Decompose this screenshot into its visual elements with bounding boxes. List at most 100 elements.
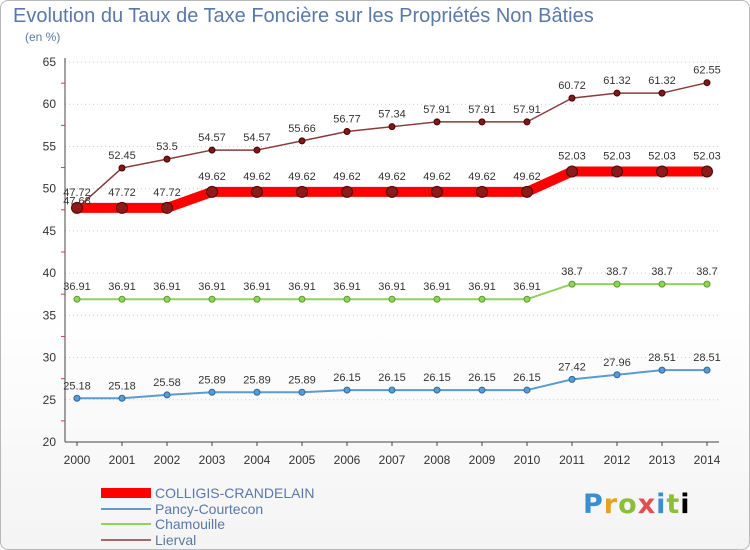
data-label: 28.51 xyxy=(693,352,721,364)
data-point xyxy=(343,386,351,394)
data-label: 26.15 xyxy=(333,372,361,384)
data-label: 25.18 xyxy=(108,380,136,392)
data-label: 36.91 xyxy=(63,281,91,293)
data-label: 47.72 xyxy=(153,187,181,199)
data-label: 53.5 xyxy=(156,141,177,153)
data-label: 52.03 xyxy=(603,151,631,163)
data-label: 61.32 xyxy=(603,75,631,87)
data-point xyxy=(118,295,126,303)
y-tick-label: 30 xyxy=(43,351,57,365)
legend-label: COLLIGIS-CRANDELAIN xyxy=(155,485,314,501)
data-label: 49.62 xyxy=(423,171,451,183)
data-point xyxy=(343,127,351,135)
data-point xyxy=(476,185,488,198)
data-label: 25.89 xyxy=(198,374,226,386)
data-point xyxy=(388,123,396,131)
data-label: 57.91 xyxy=(513,104,541,116)
x-tick-label: 2013 xyxy=(649,453,676,467)
data-point xyxy=(71,201,83,214)
data-point xyxy=(523,386,531,394)
x-tick-label: 2008 xyxy=(424,453,451,467)
data-label: 36.91 xyxy=(153,281,181,293)
data-point xyxy=(523,118,531,126)
data-point xyxy=(433,295,441,303)
data-label: 36.91 xyxy=(108,281,136,293)
data-point xyxy=(433,118,441,126)
data-label: 62.55 xyxy=(693,65,721,77)
chart-title: Evolution du Taux de Taxe Foncière sur l… xyxy=(13,5,594,27)
x-tick-label: 2003 xyxy=(199,453,226,467)
data-point xyxy=(118,394,126,402)
data-label: 47.68 xyxy=(63,195,91,207)
data-point xyxy=(73,295,81,303)
x-tick-label: 2005 xyxy=(289,453,316,467)
data-label: 25.18 xyxy=(63,380,91,392)
data-label: 49.62 xyxy=(198,171,226,183)
x-tick-label: 2006 xyxy=(334,453,361,467)
data-point xyxy=(703,366,711,374)
data-point xyxy=(341,185,353,198)
data-point xyxy=(253,146,261,154)
data-label: 60.72 xyxy=(558,80,586,92)
data-label: 26.15 xyxy=(468,372,496,384)
data-point xyxy=(478,295,486,303)
data-point xyxy=(431,185,443,198)
data-label: 38.7 xyxy=(696,266,717,278)
legend-label: Lierval xyxy=(155,532,196,548)
data-point xyxy=(343,295,351,303)
data-point xyxy=(116,201,128,214)
data-point xyxy=(701,165,713,178)
y-tick-label: 25 xyxy=(43,393,57,407)
data-label: 26.15 xyxy=(378,372,406,384)
data-label: 28.51 xyxy=(648,352,676,364)
x-tick-label: 2010 xyxy=(514,453,541,467)
y-tick-label: 40 xyxy=(43,266,57,280)
data-label: 36.91 xyxy=(423,281,451,293)
data-point xyxy=(478,386,486,394)
data-point xyxy=(163,155,171,163)
data-point xyxy=(613,89,621,97)
data-point xyxy=(523,295,531,303)
y-tick-label: 45 xyxy=(43,224,57,238)
data-label: 52.03 xyxy=(648,151,676,163)
data-label: 36.91 xyxy=(513,281,541,293)
data-label: 36.91 xyxy=(288,281,316,293)
x-tick-label: 2007 xyxy=(379,453,406,467)
y-tick-label: 60 xyxy=(43,97,57,111)
data-label: 36.91 xyxy=(243,281,271,293)
data-label: 49.62 xyxy=(513,171,541,183)
data-point xyxy=(568,375,576,383)
data-label: 54.57 xyxy=(198,132,226,144)
y-tick-label: 55 xyxy=(43,139,57,153)
data-point xyxy=(566,165,578,178)
data-point xyxy=(478,118,486,126)
data-label: 47.72 xyxy=(108,187,136,199)
data-point xyxy=(656,165,668,178)
data-point xyxy=(208,146,216,154)
data-point xyxy=(298,137,306,145)
y-axis-unit-label: (en %) xyxy=(25,30,61,44)
data-label: 38.7 xyxy=(606,266,627,278)
data-label: 36.91 xyxy=(333,281,361,293)
data-point xyxy=(163,391,171,399)
data-label: 27.96 xyxy=(603,357,631,369)
data-label: 25.89 xyxy=(243,374,271,386)
data-label: 52.03 xyxy=(693,151,721,163)
x-tick-label: 2014 xyxy=(694,453,721,467)
data-point xyxy=(703,280,711,288)
data-point xyxy=(253,295,261,303)
proxiti-logo: Proxiti xyxy=(583,489,691,520)
data-label: 49.62 xyxy=(378,171,406,183)
data-label: 27.42 xyxy=(558,361,586,373)
y-tick-label: 65 xyxy=(43,55,57,69)
data-label: 26.15 xyxy=(423,372,451,384)
data-point xyxy=(388,295,396,303)
y-tick-label: 20 xyxy=(43,435,57,449)
data-point xyxy=(206,185,218,198)
data-point xyxy=(73,394,81,402)
data-point xyxy=(433,386,441,394)
data-label: 25.89 xyxy=(288,374,316,386)
data-label: 56.77 xyxy=(333,113,361,125)
